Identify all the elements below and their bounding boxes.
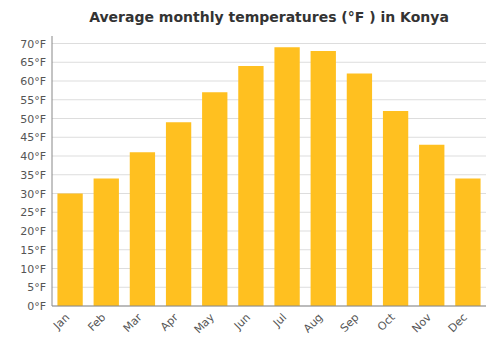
bar bbox=[274, 47, 299, 306]
grid-line bbox=[52, 137, 486, 138]
y-tick-label: 35°F bbox=[20, 169, 46, 182]
grid-line bbox=[52, 118, 486, 119]
bar bbox=[455, 179, 480, 307]
y-tick-label: 70°F bbox=[20, 38, 46, 51]
y-tick-label: 60°F bbox=[20, 75, 46, 88]
x-tick-label: Aug bbox=[301, 311, 325, 335]
grid-line bbox=[52, 306, 486, 307]
x-tick-label: Dec bbox=[446, 311, 470, 335]
grid-line bbox=[52, 43, 486, 44]
chart: Average monthly temperatures (°F ) in Ko… bbox=[0, 0, 500, 350]
y-tick-label: 50°F bbox=[20, 113, 46, 126]
x-tick-label: Jul bbox=[270, 311, 289, 330]
y-tick-label: 15°F bbox=[20, 244, 46, 257]
y-tick-label: 45°F bbox=[20, 131, 46, 144]
x-tick-label: Jan bbox=[50, 311, 72, 333]
y-tick-label: 55°F bbox=[20, 94, 46, 107]
bar bbox=[57, 194, 82, 307]
y-tick-label: 65°F bbox=[20, 56, 46, 69]
x-tick-label: Sep bbox=[338, 311, 362, 335]
bar bbox=[166, 122, 191, 306]
y-tick-label: 25°F bbox=[20, 206, 46, 219]
x-axis-line bbox=[52, 306, 486, 307]
grid-line bbox=[52, 62, 486, 63]
y-axis-line bbox=[52, 36, 53, 306]
x-tick-label: Jun bbox=[231, 311, 253, 333]
y-tick-label: 30°F bbox=[20, 188, 46, 201]
bar bbox=[383, 111, 408, 306]
bar bbox=[202, 92, 227, 306]
y-tick-label: 5°F bbox=[27, 281, 46, 294]
bar bbox=[130, 152, 155, 306]
bar bbox=[238, 66, 263, 306]
bar bbox=[311, 51, 336, 306]
x-tick-label: May bbox=[192, 311, 218, 337]
grid-line bbox=[52, 81, 486, 82]
y-axis: 0°F 5°F 10°F 15°F 20°F 25°F 30°F 35°F 40°F 45°F 50… bbox=[20, 38, 486, 314]
x-tick-label: Nov bbox=[409, 311, 434, 336]
bar bbox=[94, 179, 119, 307]
title: Average monthly temperatures (°F ) in Ko… bbox=[89, 9, 449, 25]
y-tick-label: 20°F bbox=[20, 225, 46, 238]
y-tick-label: 40°F bbox=[20, 150, 46, 163]
x-tick-label: Mar bbox=[121, 311, 145, 335]
x-axis: Jan Feb Mar Apr May Jun Jul Aug Sep Oct Nov Dec bbox=[50, 310, 470, 336]
y-tick-label: 10°F bbox=[20, 263, 46, 276]
x-tick-label: Feb bbox=[85, 311, 108, 334]
grid-line bbox=[52, 99, 486, 100]
x-tick-label: Apr bbox=[158, 311, 181, 334]
y-tick-label: 0°F bbox=[27, 300, 46, 313]
bars bbox=[57, 47, 480, 306]
bar bbox=[347, 74, 372, 307]
x-tick-label: Oct bbox=[375, 310, 398, 333]
bar bbox=[419, 145, 444, 306]
